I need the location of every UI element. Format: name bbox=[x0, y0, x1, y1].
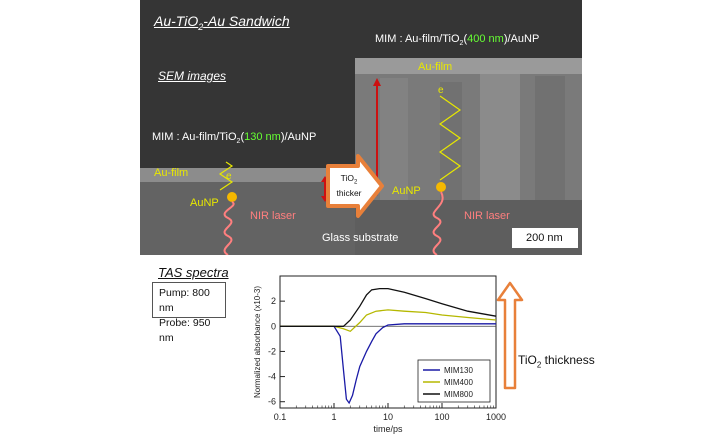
scale-bar-label: 200 nm bbox=[526, 232, 563, 244]
legend-label: MIM800 bbox=[444, 390, 473, 399]
mim-right-label: MIM : Au-film/TiO2(400 nm)/AuNP bbox=[375, 33, 540, 48]
tas-chart-svg: 0.1 1 10 100 1000 -6 -4 -2 0 2 time/ps Normalized a… bbox=[253, 275, 506, 434]
sem-title: Au-TiO2-Au Sandwich bbox=[154, 13, 290, 32]
au-film-right-label: Au-film bbox=[418, 61, 453, 73]
mim-left-label: MIM : Au-film/TiO2(130 nm)/AuNP bbox=[152, 131, 317, 146]
x-tick-label: 0.1 bbox=[274, 412, 287, 422]
probe-label: Probe: 950 nm bbox=[159, 317, 211, 344]
series-line-mim130 bbox=[280, 323, 496, 405]
series-line-mim800 bbox=[280, 287, 497, 327]
tas-title: TAS spectra bbox=[158, 265, 229, 280]
tio2-thickness-label: TiO2 thickness bbox=[518, 353, 595, 370]
pump-label: Pump: 800 nm bbox=[159, 287, 210, 314]
y-tick-label: -2 bbox=[268, 346, 276, 356]
electron-right-label: e bbox=[438, 85, 444, 96]
aunp-right-dot bbox=[436, 182, 446, 192]
scale-bar-box bbox=[512, 228, 578, 248]
x-tick-label: 1 bbox=[331, 412, 336, 422]
sem-image-panel: Au-TiO2-Au Sandwich SEM images MIM : Au-… bbox=[140, 0, 582, 255]
y-tick-label: 0 bbox=[271, 321, 276, 331]
tas-chart: 0.1 1 10 100 1000 -6 -4 -2 0 2 time/ps Normalized a… bbox=[230, 268, 520, 445]
series-line-mim400 bbox=[280, 309, 497, 333]
nir-laser-right bbox=[432, 191, 444, 255]
x-axis-label: time/ps bbox=[373, 424, 403, 434]
sem-illustration bbox=[140, 0, 582, 255]
thickness-arrow bbox=[496, 281, 524, 390]
legend-label: MIM400 bbox=[444, 378, 473, 387]
tio2-thicker-label: TiO2 thicker bbox=[336, 173, 362, 198]
tio2-thicker-arrow bbox=[326, 154, 384, 218]
legend-label: MIM130 bbox=[444, 366, 473, 375]
y-tick-label: -4 bbox=[268, 372, 276, 382]
aunp-left-dot bbox=[227, 192, 237, 202]
nir-left-label: NIR laser bbox=[250, 210, 296, 222]
pump-probe-box: Pump: 800 nm Probe: 950 nm bbox=[152, 282, 226, 344]
aunp-left-label: AuNP bbox=[190, 197, 219, 209]
x-tick-label: 10 bbox=[383, 412, 393, 422]
y-tick-label: -6 bbox=[268, 397, 276, 407]
y-tick-label: 2 bbox=[271, 296, 276, 306]
x-tick-label: 1000 bbox=[486, 412, 506, 422]
au-film-left-label: Au-film bbox=[154, 167, 189, 179]
nir-right-label: NIR laser bbox=[464, 210, 510, 222]
legend-box bbox=[417, 359, 491, 403]
sem-subtitle: SEM images bbox=[158, 69, 227, 83]
aunp-right-label: AuNP bbox=[392, 185, 421, 197]
y-axis-label: Normalized absorbance (x10-3) bbox=[253, 286, 262, 398]
glass-substrate-label: Glass substrate bbox=[322, 232, 399, 244]
electron-left-label: e bbox=[226, 171, 232, 182]
x-tick-label: 100 bbox=[434, 412, 449, 422]
nir-laser-left bbox=[223, 201, 235, 255]
